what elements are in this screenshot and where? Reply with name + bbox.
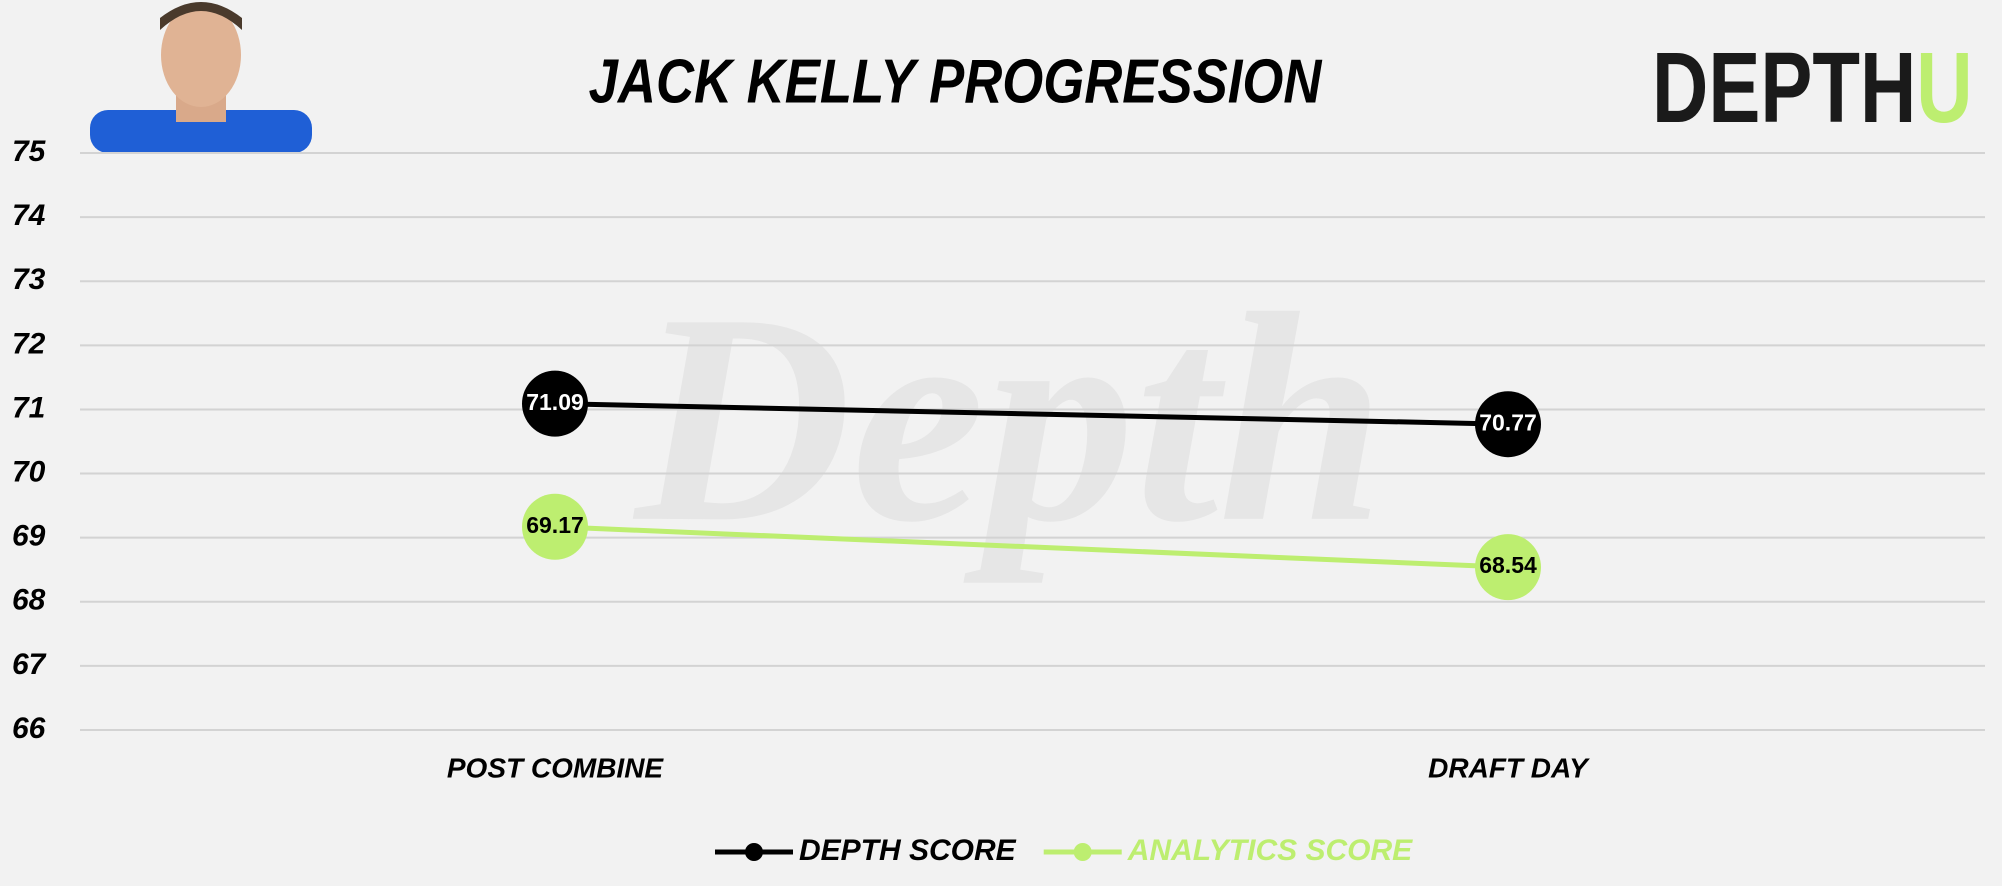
y-tick-label: 74 [12,199,46,232]
data-point [1475,534,1541,601]
y-tick-label: 66 [12,712,46,745]
legend-marker [745,843,763,861]
data-label: 69.17 [526,512,584,538]
y-tick-label: 70 [12,455,46,488]
data-label: 71.09 [526,389,584,415]
legend-item[interactable]: DEPTH SCORE [715,834,1017,867]
data-label: 70.77 [1479,409,1537,435]
legend: DEPTH SCORE ANALYTICS SCORE [715,834,1413,867]
series-line [554,524,1509,570]
player-photo [90,2,312,153]
legend-label: DEPTH SCORE [799,834,1017,867]
y-tick-label: 73 [12,263,46,296]
legend-item[interactable]: ANALYTICS SCORE [1043,834,1413,867]
legend-label: ANALYTICS SCORE [1127,834,1413,867]
data-point [522,493,588,560]
y-tick-label: 75 [12,135,47,168]
data-point [1475,391,1541,458]
logo-accent: U [1916,33,1972,145]
y-tick-label: 71 [12,391,45,424]
data-label: 68.54 [1479,552,1537,578]
series-line [554,401,1509,427]
x-tick-label: DRAFT DAY [1428,752,1590,783]
legend-marker [1073,843,1092,861]
y-tick-label: 69 [12,520,46,553]
x-tick-label: POST COMBINE [447,752,665,783]
logo-text: DEPTH [1652,33,1916,145]
y-tick-label: 72 [12,327,46,360]
chart-title: JACK KELLY PROGRESSION [589,47,1323,116]
logo: DEPTH U [1652,33,1973,145]
y-tick-label: 68 [12,584,46,617]
y-tick-label: 67 [12,648,47,681]
data-point [522,370,588,437]
